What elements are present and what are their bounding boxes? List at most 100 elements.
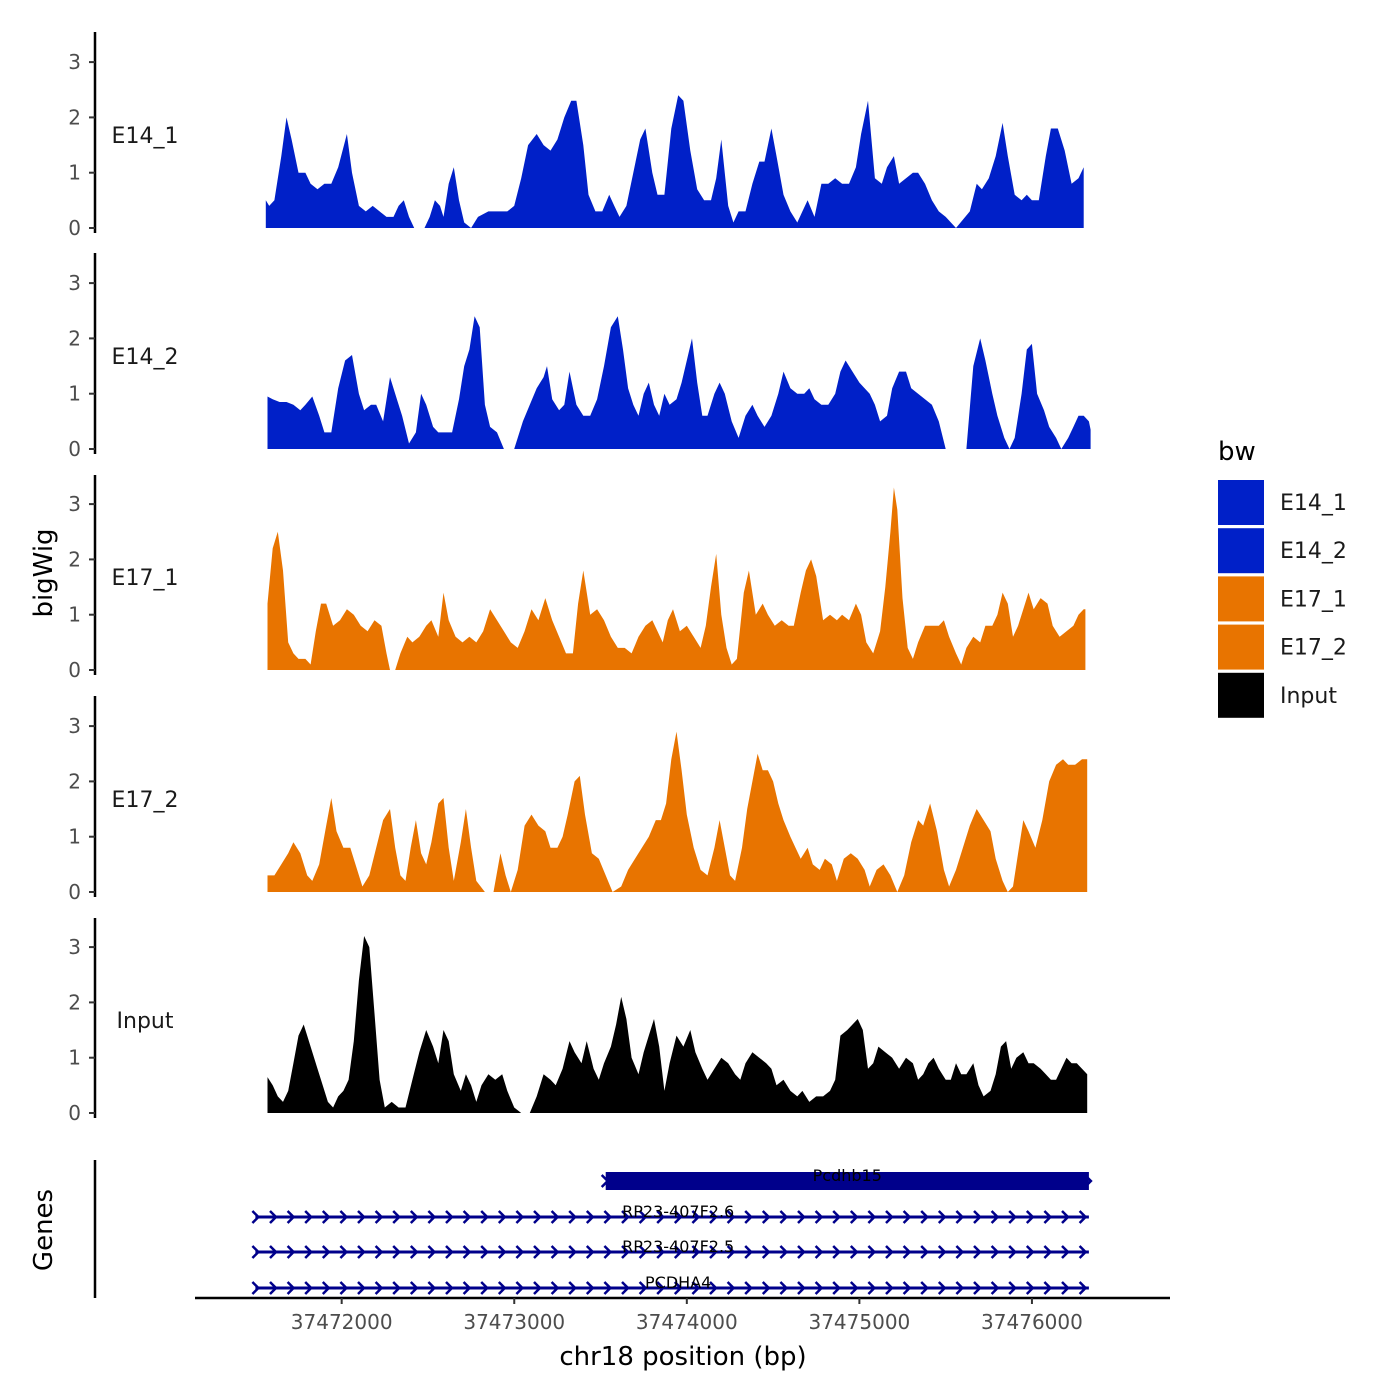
signal-area — [966, 338, 1010, 449]
strand-arrow — [1025, 1245, 1035, 1259]
strand-arrow — [744, 1245, 753, 1259]
legend-title: bw — [1218, 437, 1256, 467]
gene-body — [605, 1172, 1089, 1190]
y-tick-label: 1 — [68, 1046, 81, 1070]
gene-pcdha4: PCDHA4 — [251, 1273, 1089, 1295]
strand-arrow — [357, 1210, 366, 1224]
strand-arrow — [1061, 1210, 1070, 1224]
signal-area — [529, 996, 1088, 1113]
y-tick-label: 2 — [68, 990, 81, 1014]
strand-arrow — [849, 1245, 859, 1259]
strand-arrow — [920, 1245, 929, 1259]
signal-area — [1061, 415, 1091, 449]
strand-arrow — [585, 1245, 595, 1259]
strand-arrow — [585, 1281, 595, 1295]
x-tick-label: 37473000 — [463, 1310, 565, 1334]
strand-arrow — [656, 1245, 665, 1259]
strand-arrow — [638, 1245, 648, 1259]
strand-arrow — [357, 1281, 366, 1295]
track-input: 0 1 2 3 Input — [68, 918, 1088, 1125]
strand-arrow — [286, 1210, 296, 1224]
strand-arrow — [251, 1281, 261, 1295]
strand-arrow — [304, 1210, 313, 1224]
strand-arrow — [409, 1210, 419, 1224]
strand-arrow — [832, 1281, 841, 1295]
strand-arrow — [427, 1281, 437, 1295]
strand-arrow — [600, 1174, 610, 1188]
legend-item-e17-2: E17_2 — [1218, 624, 1347, 670]
strand-arrow — [269, 1245, 278, 1259]
strand-arrow — [920, 1210, 929, 1224]
track-e17-2: 0 1 2 3 E17_2 — [68, 696, 1088, 904]
strand-arrow — [761, 1245, 771, 1259]
strand-arrow — [867, 1210, 877, 1224]
strand-arrow — [269, 1281, 278, 1295]
y-tick-label: 2 — [68, 769, 81, 793]
legend-swatch — [1218, 528, 1264, 574]
strand-arrow — [409, 1245, 419, 1259]
signal-area — [510, 775, 613, 892]
x-tick-label: 37475000 — [808, 1310, 910, 1334]
y-tick-label: 3 — [68, 271, 81, 295]
strand-arrow — [550, 1210, 560, 1224]
strand-arrow — [603, 1210, 613, 1224]
strand-arrow — [709, 1245, 718, 1259]
y-tick-label: 1 — [68, 603, 81, 627]
strand-arrow — [726, 1245, 736, 1259]
strand-arrow — [339, 1210, 349, 1224]
strand-arrow — [691, 1245, 701, 1259]
strand-arrow — [726, 1210, 736, 1224]
track-e17-1: 0 1 2 3 E17_1 — [68, 475, 1086, 682]
strand-arrow — [1008, 1281, 1017, 1295]
strand-arrow — [797, 1281, 806, 1295]
gene-track-title: Genes — [29, 1189, 59, 1271]
y-tick-label: 2 — [68, 326, 81, 350]
strand-arrow — [1025, 1281, 1035, 1295]
signal-area — [612, 731, 898, 892]
strand-arrow — [1061, 1281, 1070, 1295]
strand-arrow — [937, 1245, 947, 1259]
strand-arrow — [761, 1210, 771, 1224]
strand-arrow — [691, 1210, 701, 1224]
strand-arrow — [1043, 1210, 1053, 1224]
strand-arrow — [339, 1281, 349, 1295]
strand-arrow — [638, 1210, 648, 1224]
strand-arrow — [902, 1281, 912, 1295]
legend-label: E17_2 — [1280, 636, 1347, 661]
strand-arrow — [515, 1210, 525, 1224]
legend-label: E14_2 — [1280, 539, 1347, 564]
y-tick-label: 0 — [68, 216, 81, 240]
y-tick-label: 0 — [68, 880, 81, 904]
strand-arrow — [445, 1245, 454, 1259]
strand-arrow — [462, 1245, 472, 1259]
strand-arrow — [1043, 1245, 1053, 1259]
strand-arrow — [269, 1210, 278, 1224]
strand-arrow — [867, 1281, 877, 1295]
strand-arrow — [779, 1281, 789, 1295]
gene-label: RP23-407F2.6 — [622, 1202, 734, 1221]
strand-arrow — [920, 1281, 929, 1295]
strand-arrow — [849, 1281, 859, 1295]
y-tick-label: 1 — [68, 382, 81, 406]
strand-arrow — [673, 1245, 683, 1259]
legend-label: E17_1 — [1280, 587, 1347, 612]
strand-arrow — [673, 1210, 683, 1224]
signal-area — [514, 316, 946, 449]
legend-swatch — [1218, 480, 1264, 525]
y-tick-label: 0 — [68, 437, 81, 461]
gene-rp23-407f2-5: RP23-407F2.5 — [251, 1237, 1089, 1259]
strand-arrow — [550, 1245, 560, 1259]
strand-arrow — [973, 1245, 982, 1259]
strand-arrow — [568, 1281, 577, 1295]
signal-area — [424, 167, 472, 228]
y-tick-label: 2 — [68, 547, 81, 571]
legend-label: E14_1 — [1280, 491, 1347, 516]
x-axis-title: chr18 position (bp) — [559, 1342, 806, 1372]
strand-arrow — [973, 1210, 982, 1224]
strand-arrow — [990, 1281, 1000, 1295]
signal-area — [267, 316, 504, 449]
signal-tracks: 0 1 2 3 E14_1 0 1 2 3 E14_2 0 1 2 3 E17_1 0 1 2 3 E17_2 0 1 2 3… — [68, 32, 1091, 1125]
strand-arrow — [621, 1245, 630, 1259]
gene-label: RP23-407F2.5 — [622, 1237, 734, 1256]
legend-swatch — [1218, 624, 1264, 670]
